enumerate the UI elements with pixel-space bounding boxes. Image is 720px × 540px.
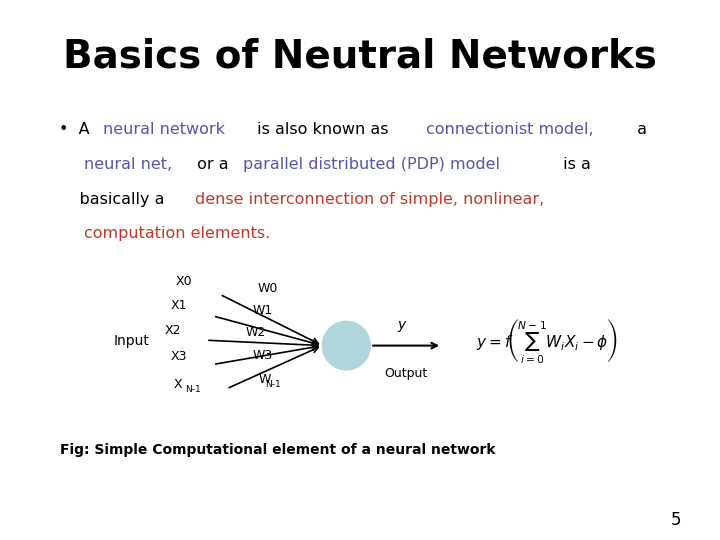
- Text: Output: Output: [384, 367, 427, 380]
- Text: N-1: N-1: [185, 385, 201, 394]
- Text: basically a: basically a: [59, 192, 170, 207]
- Text: connectionist model,: connectionist model,: [426, 122, 594, 137]
- Text: parallel distributed (PDP) model: parallel distributed (PDP) model: [243, 157, 500, 172]
- Text: W0: W0: [257, 282, 278, 295]
- Text: W: W: [258, 373, 271, 386]
- Text: or a: or a: [192, 157, 234, 172]
- Text: N-1: N-1: [266, 380, 282, 389]
- Text: X3: X3: [171, 350, 188, 363]
- Text: neural net,: neural net,: [84, 157, 172, 172]
- Text: Fig: Simple Computational element of a neural network: Fig: Simple Computational element of a n…: [60, 443, 495, 457]
- Text: computation elements.: computation elements.: [84, 226, 271, 241]
- Text: X1: X1: [171, 299, 188, 312]
- Text: •  A: • A: [59, 122, 95, 137]
- Text: X0: X0: [176, 275, 192, 288]
- Text: 5: 5: [671, 511, 682, 529]
- Text: Basics of Neutral Networks: Basics of Neutral Networks: [63, 38, 657, 76]
- Text: Input: Input: [114, 334, 150, 348]
- Text: X: X: [174, 379, 182, 392]
- Text: X2: X2: [164, 325, 181, 338]
- Text: neural network: neural network: [103, 122, 225, 137]
- Text: W2: W2: [246, 326, 266, 339]
- Text: a: a: [631, 122, 647, 137]
- Text: W1: W1: [253, 304, 273, 317]
- Text: dense interconnection of simple, nonlinear,: dense interconnection of simple, nonline…: [194, 192, 544, 207]
- Text: W3: W3: [253, 349, 273, 362]
- Text: is a: is a: [559, 157, 591, 172]
- Text: y: y: [397, 318, 406, 332]
- Text: $y = f\!\left(\sum_{i=0}^{N-1} W_i X_i - \phi\right)$: $y = f\!\left(\sum_{i=0}^{N-1} W_i X_i -…: [477, 318, 618, 365]
- Ellipse shape: [323, 321, 370, 370]
- Text: is also known as: is also known as: [253, 122, 394, 137]
